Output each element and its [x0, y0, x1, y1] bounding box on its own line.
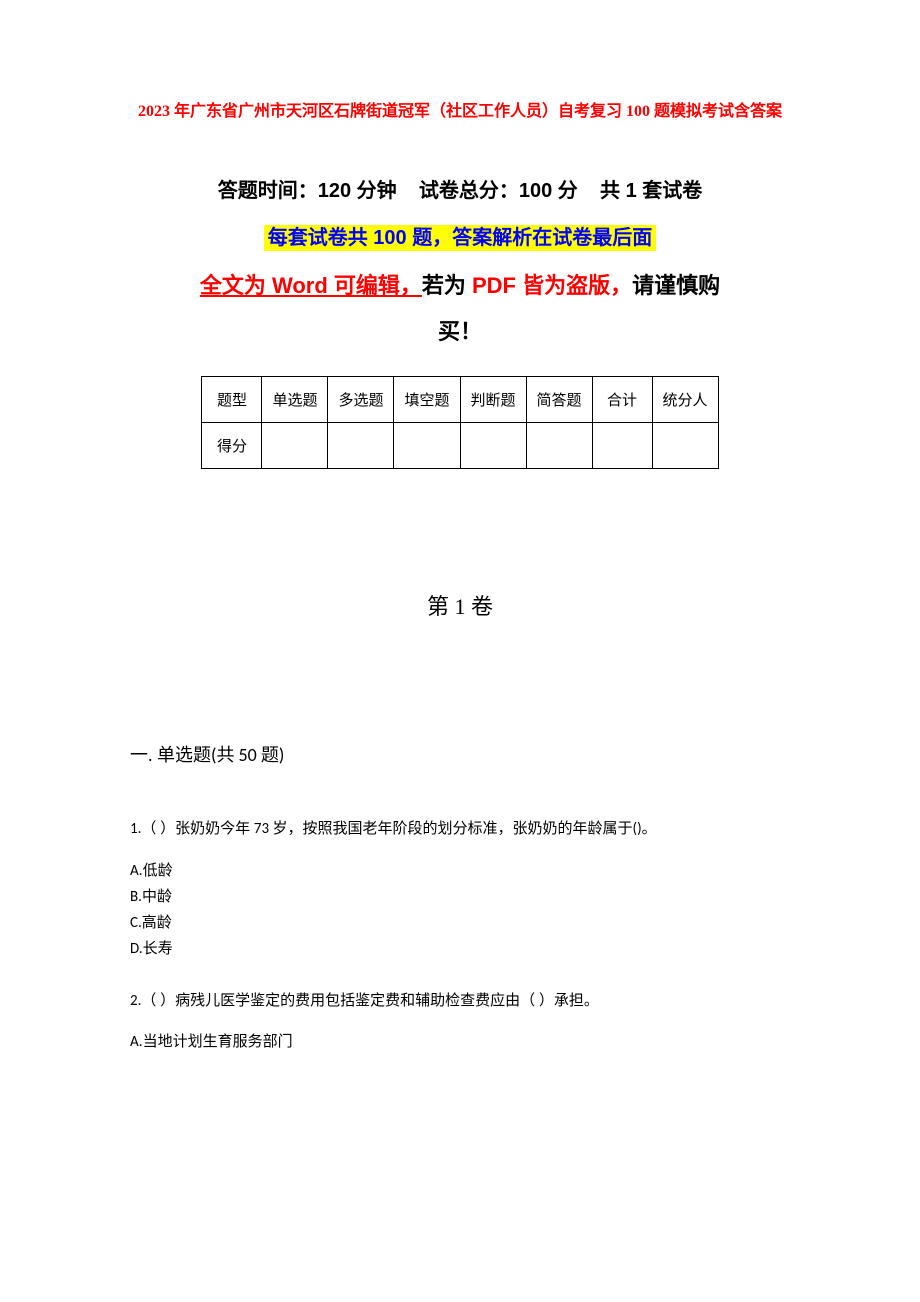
question-2: 2.（ ）病残儿医学鉴定的费用包括鉴定费和辅助检查费应由（ ）承担。 — [130, 989, 790, 1015]
document-title: 2023 年广东省广州市天河区石牌街道冠军（社区工作人员）自考复习 100 题模… — [130, 100, 790, 124]
section-count: (共 50 题) — [211, 744, 284, 766]
pdf-warning: PDF 皆为盗版， — [472, 273, 632, 298]
q1-text-b: 岁，按照我国老年阶段的划分标准，张奶奶的年龄属于 — [273, 821, 633, 837]
score-table: 题型 单选题 多选题 填空题 判断题 简答题 合计 统分人 得分 — [201, 376, 718, 469]
q1-options: A.低龄 B.中龄 C.高龄 D.长寿 — [130, 859, 790, 961]
q2-option-a: A.当地计划生育服务部门 — [130, 1030, 790, 1054]
score-value: 100 分 — [519, 180, 578, 202]
header-single: 单选题 — [262, 377, 328, 423]
highlight-line: 每套试卷共 100 题，答案解析在试卷最后面 — [130, 221, 790, 250]
score-total — [592, 423, 652, 469]
q2-options: A.当地计划生育服务部门 — [130, 1030, 790, 1054]
header-multi: 多选题 — [328, 377, 394, 423]
score-short — [526, 423, 592, 469]
score-single — [262, 423, 328, 469]
buy-line: 买！ — [130, 314, 790, 346]
q1-text-a: 张奶奶今年 — [175, 821, 254, 837]
q1-tail: () — [633, 820, 642, 838]
set-label: 共 1 套试卷 — [600, 180, 702, 202]
time-label: 答题时间： — [218, 180, 318, 202]
q1-period: 。 — [642, 821, 657, 837]
q2-text: 病残儿医学鉴定的费用包括鉴定费和辅助检查费应由（ ）承担。 — [175, 993, 599, 1009]
header-judge: 判断题 — [460, 377, 526, 423]
header-total: 合计 — [592, 377, 652, 423]
q1-option-d: D.长寿 — [130, 937, 790, 961]
score-fill — [394, 423, 460, 469]
highlight-text: 每套试卷共 100 题，答案解析在试卷最后面 — [264, 225, 656, 251]
q1-option-b: B.中龄 — [130, 885, 790, 909]
q1-paren: （ ） — [141, 821, 175, 837]
header-short: 简答题 — [526, 377, 592, 423]
word-prefix: 全文为 Word 可编辑， — [200, 273, 422, 298]
section-prefix: 一. 单选题 — [130, 745, 211, 765]
time-value: 120 分钟 — [318, 180, 397, 202]
score-multi — [328, 423, 394, 469]
q1-age: 73 — [254, 820, 273, 838]
volume-title: 第 1 卷 — [130, 589, 790, 621]
header-type: 题型 — [202, 377, 262, 423]
score-judge — [460, 423, 526, 469]
exam-info-line: 答题时间：120 分钟 试卷总分：100 分 共 1 套试卷 — [130, 174, 790, 203]
q2-num: 2. — [130, 992, 141, 1010]
table-header-row: 题型 单选题 多选题 填空题 判断题 简答题 合计 统分人 — [202, 377, 718, 423]
word-editable-line: 全文为 Word 可编辑，若为 PDF 皆为盗版，请谨慎购 — [130, 268, 790, 300]
section-title: 一. 单选题(共 50 题) — [130, 741, 790, 767]
word-mid: 若为 — [422, 273, 472, 298]
score-label: 试卷总分： — [419, 180, 519, 202]
header-fill: 填空题 — [394, 377, 460, 423]
score-label-cell: 得分 — [202, 423, 262, 469]
q2-paren: （ ） — [141, 993, 175, 1009]
q1-num: 1. — [130, 820, 141, 838]
header-scorer: 统分人 — [652, 377, 718, 423]
word-suffix: 请谨慎购 — [632, 273, 720, 298]
q1-option-a: A.低龄 — [130, 859, 790, 883]
score-scorer — [652, 423, 718, 469]
question-1: 1.（ ）张奶奶今年 73 岁，按照我国老年阶段的划分标准，张奶奶的年龄属于()… — [130, 817, 790, 843]
q1-option-c: C.高龄 — [130, 911, 790, 935]
table-score-row: 得分 — [202, 423, 718, 469]
